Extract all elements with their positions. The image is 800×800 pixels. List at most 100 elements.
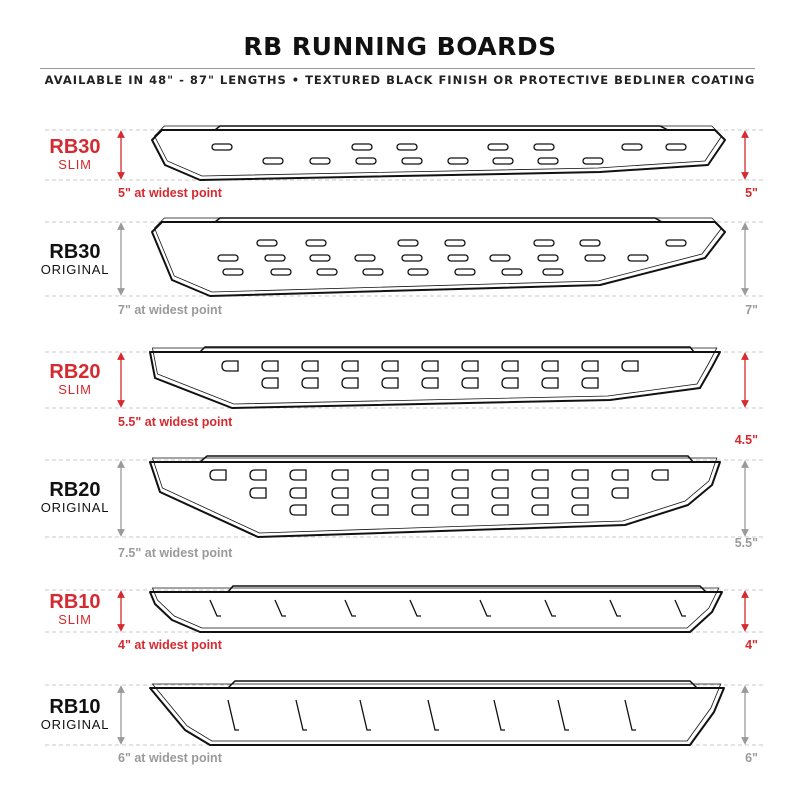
board-d-hole	[621, 360, 639, 372]
board-slot-hole	[542, 268, 564, 276]
board-top-flange	[227, 680, 698, 689]
board-d-hole	[331, 469, 349, 481]
board-slot-hole	[444, 239, 466, 247]
board-name: RB10	[49, 696, 101, 718]
board-top-flange	[227, 585, 707, 593]
board-tread-slash	[427, 699, 439, 731]
board-slot-hole	[397, 239, 419, 247]
height-label: 4"	[745, 638, 758, 652]
board-variant: SLIM	[58, 612, 92, 627]
board-d-hole	[261, 377, 279, 389]
board-outline	[151, 129, 726, 181]
board-outline	[149, 591, 723, 633]
board-d-hole	[541, 360, 559, 372]
board-inner-edge	[152, 347, 718, 405]
board-d-hole	[451, 504, 469, 516]
board-d-hole	[289, 469, 307, 481]
board-slot-hole	[627, 254, 649, 262]
board-d-hole	[501, 377, 519, 389]
board-slot-hole	[264, 254, 286, 262]
board-d-hole	[501, 360, 519, 372]
board-d-hole	[249, 487, 267, 499]
board-label: RB30 SLIM	[25, 137, 125, 173]
board-slot-hole	[396, 143, 418, 151]
height-label: 7"	[745, 303, 758, 317]
board-label: RB20 SLIM	[25, 362, 125, 398]
width-caption: 4" at widest point	[118, 638, 222, 652]
board-d-hole	[571, 469, 589, 481]
board-d-hole	[411, 487, 429, 499]
board-d-hole	[491, 469, 509, 481]
board-slot-hole	[401, 254, 423, 262]
board-tread-slash	[557, 699, 569, 731]
board-slot-hole	[256, 239, 278, 247]
board-tread-slash	[479, 599, 491, 617]
page-title: RB RUNNING BOARDS	[243, 32, 557, 61]
board-tread-slash	[359, 699, 371, 731]
board-tread-slash	[544, 599, 556, 617]
board-tread-slash	[493, 699, 505, 731]
board-slot-hole	[316, 268, 338, 276]
board-top-flange	[199, 455, 694, 463]
board-variant: ORIGINAL	[40, 262, 110, 277]
board-d-hole	[289, 504, 307, 516]
board-slot-hole	[579, 239, 601, 247]
board-name: RB30	[49, 241, 101, 263]
board-slot-hole	[533, 143, 555, 151]
board-label: RB20 ORIGINAL	[25, 480, 125, 516]
board-d-hole	[461, 360, 479, 372]
title-divider	[40, 68, 755, 69]
board-d-hole	[611, 469, 629, 481]
height-label: 6"	[745, 751, 758, 765]
board-slot-hole	[665, 143, 687, 151]
board-d-hole	[531, 487, 549, 499]
board-tread-slash	[674, 599, 686, 617]
board-slot-hole	[309, 157, 331, 165]
board-d-hole	[341, 377, 359, 389]
board-slot-hole	[305, 239, 327, 247]
board-inner-edge	[153, 125, 723, 177]
board-tread-slash	[274, 599, 286, 617]
board-slot-hole	[492, 157, 514, 165]
board-variant: SLIM	[58, 157, 92, 172]
board-label: RB10 SLIM	[25, 592, 125, 628]
board-outline	[149, 461, 721, 538]
board-d-hole	[301, 360, 319, 372]
width-caption: 6" at widest point	[118, 751, 222, 765]
board-d-hole	[491, 487, 509, 499]
board-d-hole	[451, 469, 469, 481]
board-d-hole	[381, 377, 399, 389]
board-slot-hole	[487, 143, 509, 151]
board-d-hole	[581, 377, 599, 389]
board-inner-edge	[151, 457, 718, 534]
board-tread-slash	[227, 699, 239, 731]
board-slot-hole	[501, 268, 523, 276]
board-slot-hole	[489, 254, 511, 262]
board-name: RB30	[49, 136, 101, 158]
board-slot-hole	[537, 254, 559, 262]
height-label: 5"	[745, 186, 758, 200]
board-d-hole	[331, 487, 349, 499]
board-tread-slash	[209, 599, 221, 617]
board-slot-hole	[270, 268, 292, 276]
board-d-hole	[249, 469, 267, 481]
board-d-hole	[491, 504, 509, 516]
board-d-hole	[301, 377, 319, 389]
board-slot-hole	[222, 268, 244, 276]
board-slot-hole	[665, 239, 687, 247]
board-d-hole	[381, 360, 399, 372]
board-slot-hole	[262, 157, 284, 165]
board-d-hole	[611, 487, 629, 499]
board-d-hole	[421, 377, 439, 389]
board-tread-slash	[609, 599, 621, 617]
board-tread-slash	[295, 699, 307, 731]
height-label: 4.5"	[734, 433, 758, 447]
board-slot-hole	[447, 254, 469, 262]
board-slot-hole	[354, 254, 376, 262]
height-label: 5.5"	[734, 536, 758, 550]
board-slot-hole	[582, 157, 604, 165]
width-caption: 5.5" at widest point	[118, 415, 233, 429]
board-slot-hole	[621, 143, 643, 151]
board-d-hole	[331, 504, 349, 516]
